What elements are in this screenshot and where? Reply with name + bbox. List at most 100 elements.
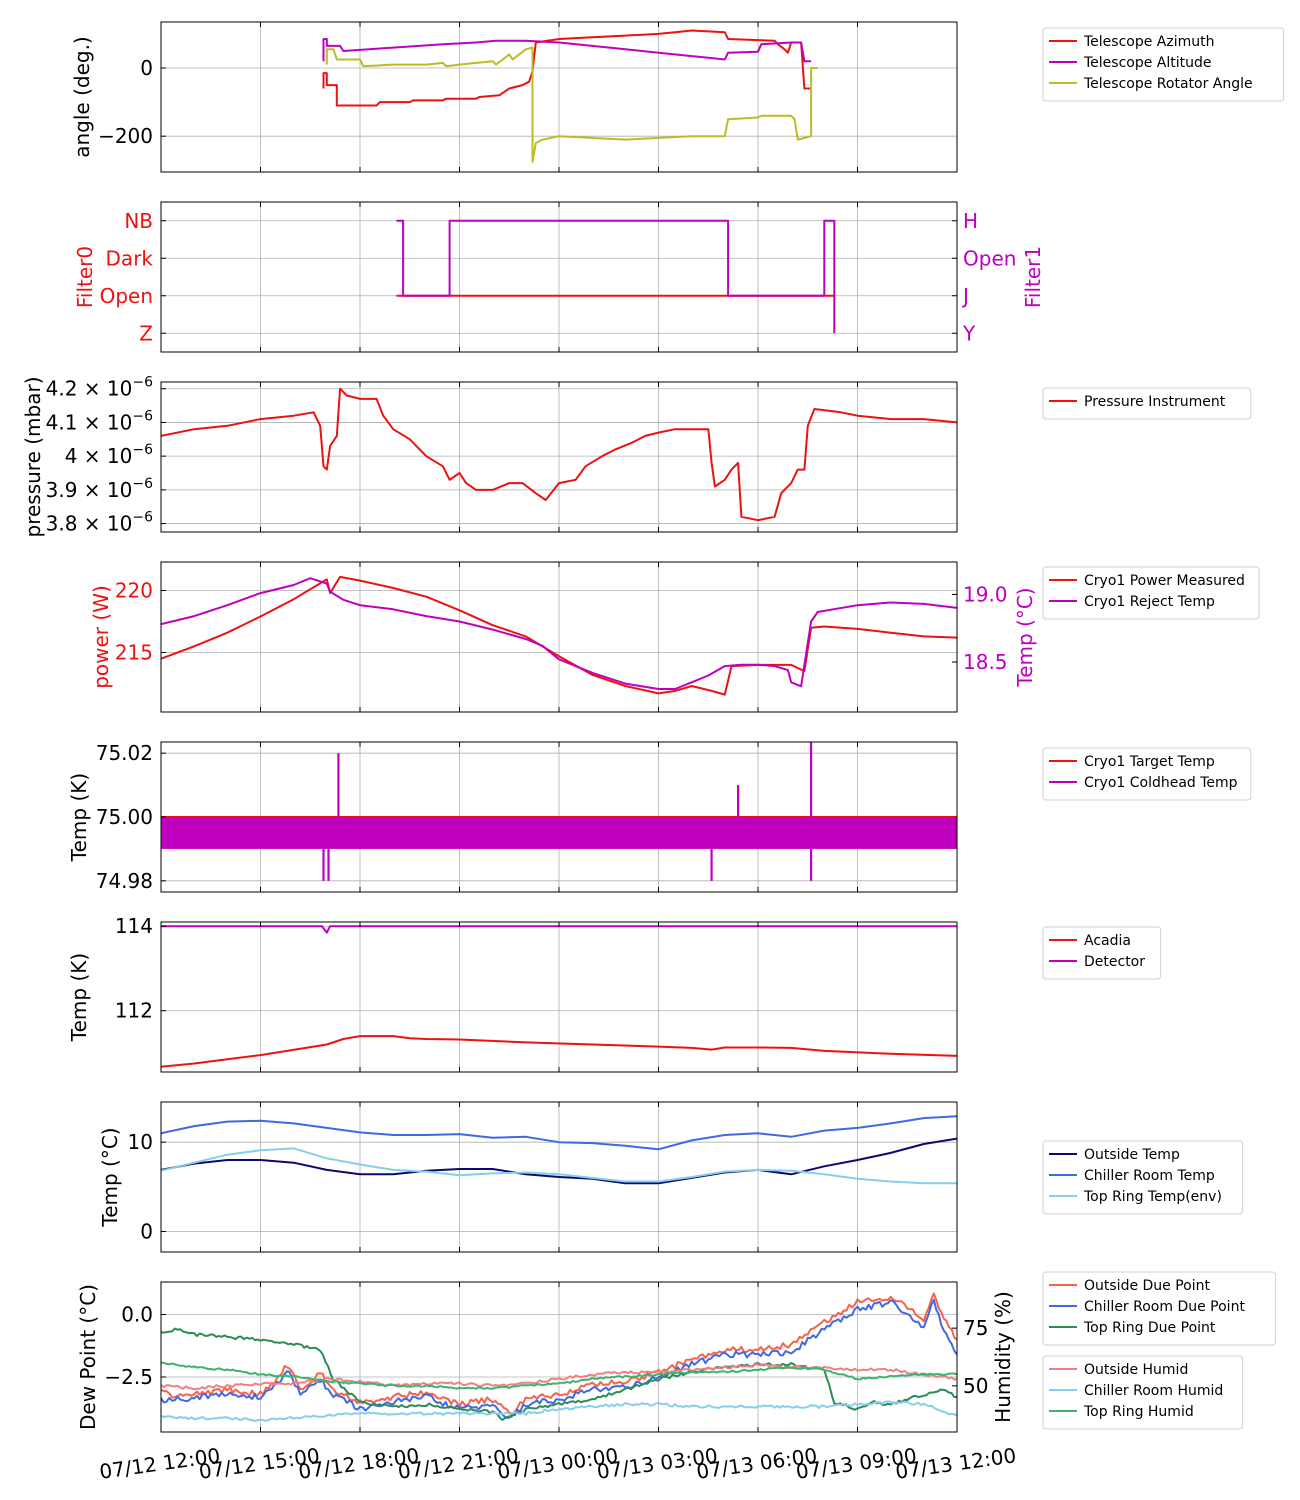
series-line-detector: [161, 925, 957, 934]
legend-entry: Top Ring Humid: [1083, 1404, 1194, 1420]
legend-entry: Chiller Room Due Point: [1084, 1299, 1245, 1315]
panel-env_temp: 10 0 Temp (°C) Outside Temp Chiller Room Tem…: [98, 1101, 1244, 1253]
legend-entry: Outside Due Point: [1084, 1278, 1211, 1294]
legend: Cryo1 Target Temp Cryo1 Coldhead Temp: [1042, 747, 1252, 801]
y-tick-label: 0: [140, 56, 153, 80]
legend: Outside Temp Chiller Room Temp Top Ring Te…: [1042, 1140, 1244, 1215]
legend-box: [1042, 1355, 1244, 1430]
legend-entry: Top Ring Temp(env): [1083, 1189, 1222, 1205]
legend-entry: Pressure Instrument: [1084, 394, 1226, 410]
y-tick-label: 10: [128, 1130, 153, 1154]
y-axis-label: Temp (K): [67, 773, 91, 862]
series-line-outside-due-point: [161, 1292, 957, 1415]
coldhead-temp-band: [161, 817, 957, 849]
series-line-telescope-rotator-angle: [325, 46, 818, 163]
y-tick-label: 4.2 × 10−6: [46, 375, 153, 401]
legend: Pressure Instrument: [1042, 387, 1252, 420]
y-tick-label: Dark: [106, 246, 154, 270]
series-line-outside-temp: [161, 1137, 957, 1185]
series-line-pressure-instrument: [161, 387, 957, 522]
legend: Acadia Detector: [1042, 926, 1162, 980]
y-axis-label: Temp (°C): [98, 1127, 122, 1227]
y-tick-label-right: 75: [963, 1316, 988, 1340]
y-axis-label: Temp (K): [67, 953, 91, 1042]
legend-entry: Detector: [1084, 954, 1145, 970]
y-tick-label: Open: [100, 284, 153, 308]
y-tick-label-right: Open: [963, 246, 1016, 270]
legend: Outside Due Point Chiller Room Due Point T…: [1042, 1271, 1276, 1346]
y-tick-label: NB: [124, 209, 153, 233]
legend-entry: Top Ring Due Point: [1083, 1320, 1216, 1336]
y-tick-label: −2.5: [104, 1365, 153, 1389]
y-tick-label: 4.1 × 10−6: [46, 408, 153, 434]
legend-entry: Cryo1 Power Measured: [1084, 573, 1245, 589]
legend-entry: Cryo1 Target Temp: [1084, 754, 1215, 770]
y-tick-label: 3.8 × 10−6: [46, 510, 153, 536]
y-tick-label-right: H: [963, 209, 978, 233]
panel-detector: 114 112 Temp (K) Acadia Detector: [67, 914, 1162, 1073]
y-tick-label: 0: [140, 1219, 153, 1243]
y-axis-label: angle (deg.): [70, 36, 94, 158]
y-axis-label: Dew Point (°C): [76, 1284, 100, 1430]
legend-box: [1042, 27, 1285, 102]
series-line-filter1: [396, 219, 836, 334]
series-line-cryo1-power-measured: [161, 575, 957, 696]
legend-box: [1042, 387, 1252, 420]
legend-entry: Chiller Room Temp: [1084, 1168, 1215, 1184]
y-axis-label-right: Filter1: [1021, 246, 1045, 308]
series-line-cryo1-reject-temp: [161, 577, 957, 690]
legend-box: [1042, 566, 1260, 620]
y-tick-label-right: 50: [963, 1374, 988, 1398]
y-tick-label: Z: [139, 321, 153, 345]
y-axis-label: power (W): [89, 585, 113, 689]
series-line-acadia: [161, 1035, 957, 1068]
y-tick-label: 0.0: [121, 1303, 153, 1327]
series-line-outside-humid: [161, 1363, 957, 1391]
legend-entry: Chiller Room Humid: [1084, 1383, 1223, 1399]
panel-pressure: 4.2 × 10−6 4.1 × 10−6 4 × 10−6 3.9 × 10−6 3.…: [21, 375, 1252, 538]
y-tick-label: 215: [115, 640, 153, 664]
legend-humidity: Outside Humid Chiller Room Humid Top Ring …: [1042, 1355, 1244, 1430]
legend: Telescope Azimuth Telescope Altitude Teles…: [1042, 27, 1285, 102]
series-line-top-ring-humid: [161, 1361, 957, 1390]
legend-box: [1042, 1271, 1276, 1346]
y-tick-label-right: Y: [962, 321, 976, 345]
series-line-telescope-altitude: [322, 38, 812, 63]
legend: Cryo1 Power Measured Cryo1 Reject Temp: [1042, 566, 1260, 620]
y-tick-label: 114: [115, 914, 153, 938]
panel-dewpoint: 0.0 −2.5 75 50 Dew Point (°C) Humidity (%) Out…: [76, 1271, 1276, 1433]
series-line-chiller-room-temp: [161, 1115, 957, 1151]
gridlines: [161, 22, 957, 172]
series-line-chiller-room-humid: [161, 1400, 957, 1422]
y-tick-label: 112: [115, 999, 153, 1023]
y-tick-label: 220: [115, 579, 153, 603]
y-axis-label: Filter0: [73, 246, 97, 308]
legend-entry: Cryo1 Reject Temp: [1084, 594, 1215, 610]
y-tick-label-right: 19.0: [963, 582, 1008, 606]
y-tick-label: 3.9 × 10−6: [46, 476, 153, 502]
series-line-chiller-room-due-point: [161, 1298, 957, 1419]
legend-entry: Outside Temp: [1084, 1147, 1180, 1163]
y-tick-label-right: 18.5: [963, 650, 1008, 674]
legend-entry: Acadia: [1084, 933, 1131, 949]
y-tick-label: −200: [98, 124, 153, 148]
y-tick-label: 75.00: [96, 805, 153, 829]
legend-box: [1042, 1140, 1244, 1215]
gridlines: [161, 922, 957, 1072]
series-line-top-ring-temp-env-: [161, 1147, 957, 1185]
y-tick-label: 4 × 10−6: [65, 442, 153, 468]
y-tick-label: 75.02: [96, 741, 153, 765]
legend-entry: Cryo1 Coldhead Temp: [1084, 775, 1238, 791]
panel-filters: NB Dark Open Z H Open JY Filter0 Filter1: [73, 201, 1045, 353]
legend-entry: Telescope Rotator Angle: [1083, 76, 1253, 92]
y-axis-label-right: Temp (°C): [1013, 587, 1037, 687]
legend-entry: Outside Humid: [1084, 1362, 1188, 1378]
y-tick-label: 74.98: [96, 869, 153, 893]
y-axis-label-right: Humidity (%): [991, 1291, 1015, 1423]
gridlines: [161, 202, 957, 352]
y-tick-label-right: J: [961, 284, 969, 308]
